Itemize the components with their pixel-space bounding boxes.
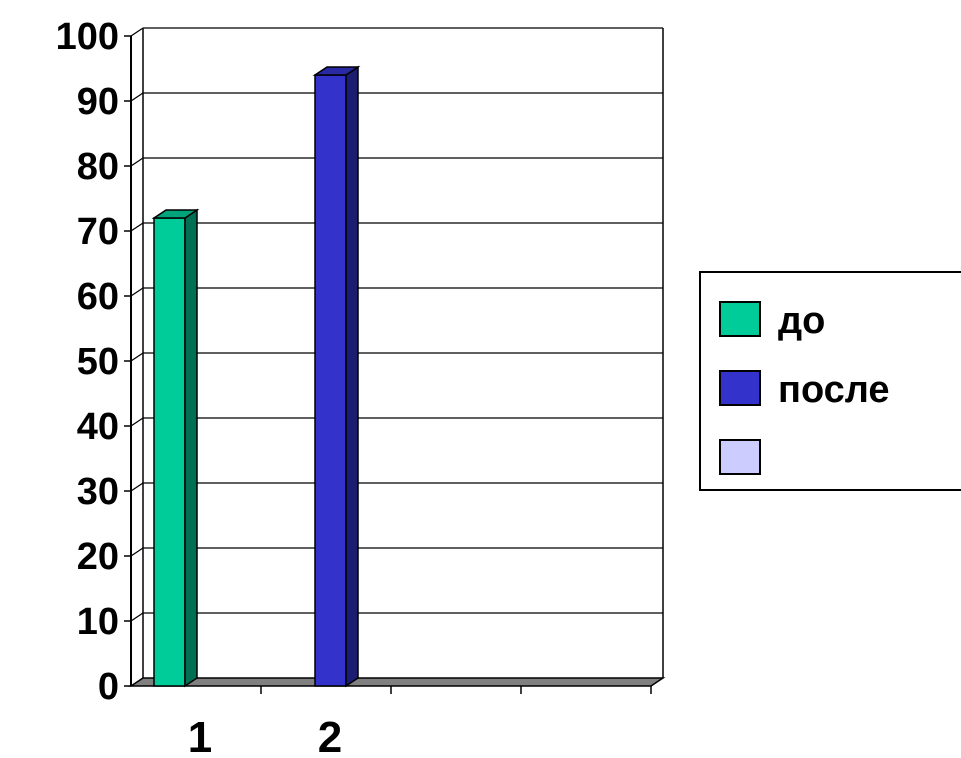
y-tick-label: 60 — [77, 276, 119, 318]
gridline-side — [130, 27, 144, 37]
gridline-side — [130, 612, 144, 622]
y-tick-label: 100 — [56, 16, 119, 58]
y-axis-tick-labels: 0 10 20 30 40 50 60 70 80 90 100 — [56, 16, 131, 708]
gridline-side — [130, 482, 144, 492]
gridline-side — [130, 157, 144, 167]
gridline-side — [130, 222, 144, 232]
legend-label: до — [778, 300, 825, 342]
y-tick-label: 0 — [98, 666, 119, 708]
bar-после — [312, 65, 361, 688]
y-tick-label: 10 — [77, 601, 119, 643]
gridline-side — [130, 547, 144, 557]
legend: до после — [699, 271, 961, 491]
gridline-side — [130, 417, 144, 427]
gridlines — [130, 27, 663, 622]
y-tick-label: 70 — [77, 211, 119, 253]
gridline-side — [130, 287, 144, 297]
legend-swatch — [719, 301, 761, 337]
gridline-side — [130, 352, 144, 362]
y-tick-label: 80 — [77, 146, 119, 188]
y-tick-label: 50 — [77, 341, 119, 383]
bar-до — [151, 208, 200, 688]
legend-swatch — [719, 439, 761, 475]
plot-walls — [128, 28, 666, 687]
x-tick-label: 1 — [188, 713, 212, 753]
gridline-side — [130, 92, 144, 102]
y-tick-label: 30 — [77, 471, 119, 513]
bars — [151, 65, 361, 688]
legend-swatch — [719, 370, 761, 406]
legend-label: после — [778, 369, 890, 411]
floor — [128, 677, 666, 687]
y-tick-label: 40 — [77, 406, 119, 448]
x-tick-label: 2 — [318, 713, 342, 753]
y-tick-label: 90 — [77, 81, 119, 123]
y-tick-label: 20 — [77, 536, 119, 578]
